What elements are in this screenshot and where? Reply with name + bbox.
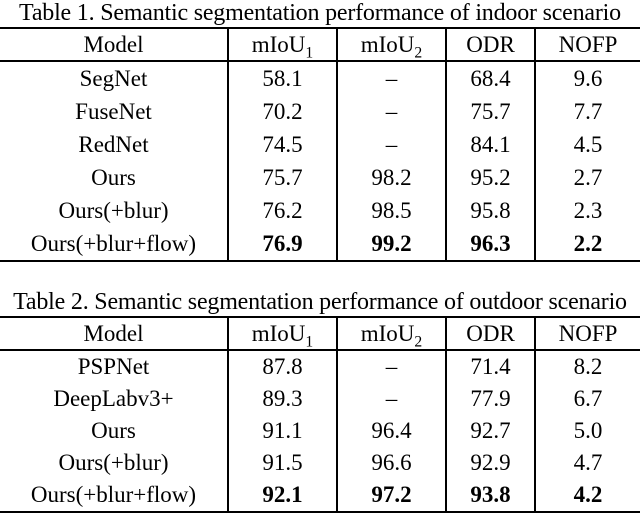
value-cell: 91.1 [228,415,338,447]
model-cell: DeepLabv3+ [0,383,229,415]
value-cell: 4.5 [573,131,603,157]
value-cell: 2.3 [573,197,603,223]
value-cell: 4.7 [573,450,603,475]
value-cell: 76.9 [228,227,338,261]
value-cell: 96.3 [446,227,536,261]
table-row: Ours(+blur) 91.5 96.6 92.9 4.7 [0,447,640,479]
column-header-odr: ODR [446,317,536,351]
model-cell: Ours(+blur+flow) [0,227,229,261]
value-cell: 92.9 [446,447,536,479]
value-cell: – [337,61,447,95]
outdoor-table-header: Model mIoU1 mIoU2 ODR NOFP [0,317,640,351]
model-cell: Ours(+blur) [0,194,229,227]
value-cell: 96.6 [337,447,447,479]
value-cell: 75.7 [228,161,338,194]
column-header-subscript: 2 [414,44,423,61]
value-cell: 71.4 [446,350,536,383]
column-header-model: Model [0,28,229,62]
value-cell: 6.7 [573,386,603,411]
model-cell: FuseNet [0,95,229,128]
table-row: Ours(+blur+flow) 92.1 97.2 93.8 4.2 [0,479,640,512]
value-cell: – [337,128,447,161]
outdoor-results-table: Model mIoU1 mIoU2 ODR NOFP PSPNet 87.8–71.4 8.… [0,316,640,513]
value-cell: 93.8 [446,479,536,512]
value-cell: 75.7 [446,95,536,128]
value-cell: 4.2 [573,482,603,507]
header-row: Model mIoU1 mIoU2 ODR NOFP [0,317,640,351]
table-row: FuseNet 70.2–75.7 7.7 [0,95,640,128]
value-cell: – [337,350,447,383]
column-header-subscript: 1 [305,44,314,61]
value-cell: 9.6 [573,65,603,91]
value-cell: 70.2 [228,95,338,128]
column-header-subscript: 2 [414,333,423,350]
value-cell: – [337,95,447,128]
value-cell: 92.7 [446,415,536,447]
column-header-subscript: 1 [305,333,314,350]
value-cell: 96.4 [337,415,447,447]
value-cell: 5.0 [573,418,603,443]
indoor-results-table: Model mIoU1 mIoU2 ODR NOFP SegNet 58.1–68.4 9.… [0,27,640,262]
value-cell: 2.2 [573,230,603,256]
table-1-caption: Table 1. Semantic segmentation performan… [19,0,621,26]
value-cell: 91.5 [228,447,338,479]
value-cell: 8.2 [573,354,603,379]
value-cell: 97.2 [337,479,447,512]
table-row: Ours(+blur+flow) 76.9 99.2 96.3 2.2 [0,227,640,261]
value-cell: 84.1 [446,128,536,161]
model-cell: RedNet [0,128,229,161]
model-cell: Ours(+blur+flow) [0,479,229,512]
value-cell: – [337,383,447,415]
value-cell: 2.7 [573,164,603,190]
value-cell: 68.4 [446,61,536,95]
table-row: Ours 75.7 98.2 95.2 2.7 [0,161,640,194]
value-cell: 87.8 [228,350,338,383]
column-header-odr: ODR [446,28,536,62]
value-cell: 92.1 [228,479,338,512]
column-header-miou1: mIoU1 [228,317,338,351]
model-cell: PSPNet [0,350,229,383]
model-cell: Ours [0,415,229,447]
table-2-block: Table 2. Semantic segmentation performan… [0,289,640,513]
column-header-miou2: mIoU2 [337,28,447,62]
column-header-miou2: mIoU2 [337,317,447,351]
table-row: Ours 91.1 96.4 92.7 5.0 [0,415,640,447]
table-row: RedNet 74.5–84.1 4.5 [0,128,640,161]
column-header-nofp: NOFP [535,317,640,351]
table-row: DeepLabv3+ 89.3–77.9 6.7 [0,383,640,415]
table-row: PSPNet 87.8–71.4 8.2 [0,350,640,383]
column-header-miou1: mIoU1 [228,28,338,62]
column-header-model: Model [0,317,229,351]
table-2-caption: Table 2. Semantic segmentation performan… [13,289,627,315]
value-cell: 77.9 [446,383,536,415]
value-cell: 98.2 [337,161,447,194]
table-row: Ours(+blur) 76.2 98.5 95.8 2.3 [0,194,640,227]
model-cell: Ours(+blur) [0,447,229,479]
value-cell: 76.2 [228,194,338,227]
indoor-table-header: Model mIoU1 mIoU2 ODR NOFP [0,28,640,62]
value-cell: 95.2 [446,161,536,194]
value-cell: 95.8 [446,194,536,227]
value-cell: 74.5 [228,128,338,161]
value-cell: 89.3 [228,383,338,415]
outdoor-table-body: PSPNet 87.8–71.4 8.2 DeepLabv3+ 89.3–77.9 6.7… [0,350,640,512]
model-cell: SegNet [0,61,229,95]
value-cell: 58.1 [228,61,338,95]
value-cell: 98.5 [337,194,447,227]
table-row: SegNet 58.1–68.4 9.6 [0,61,640,95]
value-cell: 7.7 [573,98,603,124]
indoor-table-body: SegNet 58.1–68.4 9.6 FuseNet 70.2–75.7 7.7 Red… [0,61,640,261]
table-1-block: Table 1. Semantic segmentation performan… [0,0,640,262]
model-cell: Ours [0,161,229,194]
column-header-nofp: NOFP [535,28,640,62]
value-cell: 99.2 [337,227,447,261]
header-row: Model mIoU1 mIoU2 ODR NOFP [0,28,640,62]
